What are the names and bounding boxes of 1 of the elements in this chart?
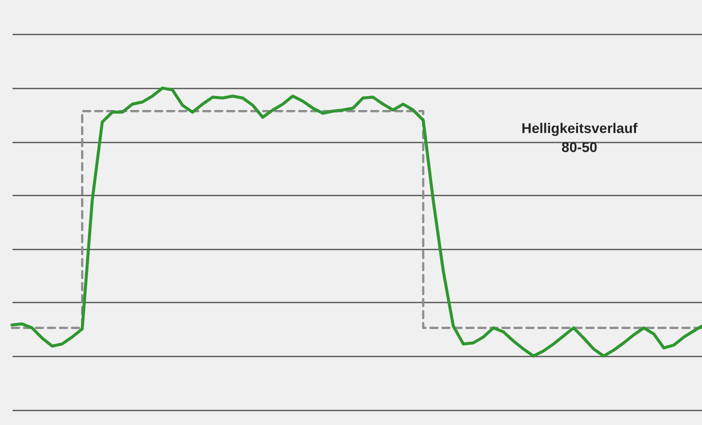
annotation: Helligkeitsverlauf 80-50: [521, 120, 638, 156]
